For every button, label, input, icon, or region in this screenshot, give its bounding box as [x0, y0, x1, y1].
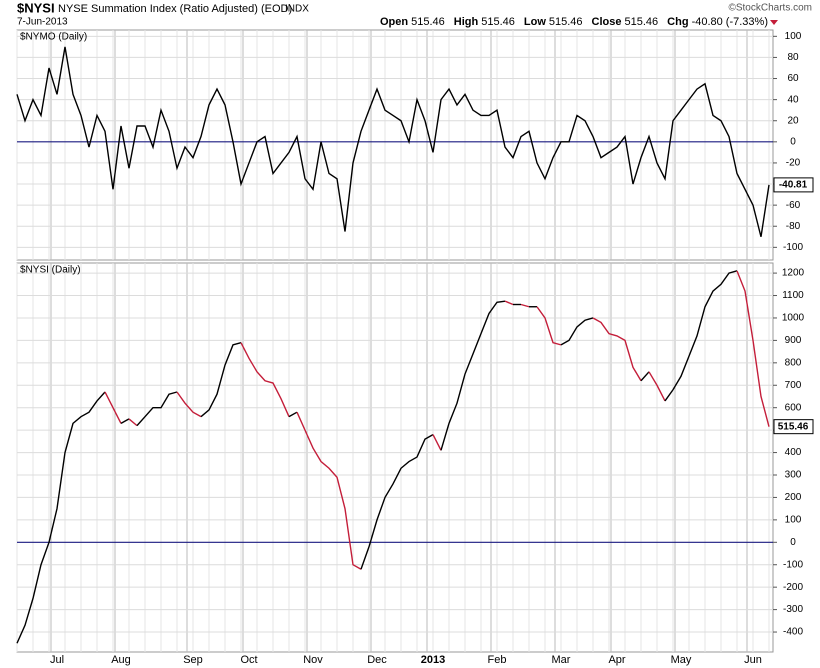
y-tick-label: 80: [787, 52, 799, 63]
y-tick-label: -20: [786, 158, 801, 169]
stat-label: Chg: [667, 16, 688, 28]
line-segment: [648, 371, 666, 402]
y-tick-label: 60: [787, 73, 799, 84]
x-tick-label: Dec: [367, 654, 387, 666]
line-segment: [640, 371, 650, 382]
y-tick-label: 700: [785, 380, 802, 391]
stat-value: 515.46: [411, 16, 445, 28]
line-segment: [128, 418, 138, 427]
index-name: NYSE Summation Index (Ratio Adjusted) (E…: [58, 3, 292, 15]
x-tick-label: Sep: [183, 654, 203, 666]
y-tick-label: 100: [785, 31, 802, 42]
y-tick-label: 600: [785, 402, 802, 413]
line-segment: [504, 300, 514, 306]
stat-label: Close: [592, 16, 622, 28]
stat-label: Open: [380, 16, 408, 28]
x-tick-label: Jun: [744, 654, 762, 666]
y-tick-label: -60: [786, 200, 801, 211]
x-tick-label: Mar: [552, 654, 571, 666]
stat-value: 515.46: [625, 16, 659, 28]
line-segment: [536, 306, 562, 346]
line-segment: [104, 391, 122, 424]
x-tick-label: 2013: [421, 654, 445, 666]
symbol: $NYSI: [17, 0, 55, 15]
y-tick-label: 1000: [782, 313, 805, 324]
last-value-box: [773, 419, 814, 435]
x-tick-label: Feb: [488, 654, 507, 666]
last-value-label: 515.46: [778, 421, 809, 432]
y-tick-label: -200: [783, 582, 803, 593]
last-value-label: -40.81: [779, 180, 808, 191]
down-arrow: [770, 20, 778, 25]
line-segment: [120, 418, 130, 425]
x-tick-label: Oct: [240, 654, 257, 666]
line-segment: [432, 434, 442, 451]
y-tick-label: -100: [783, 242, 803, 253]
y-tick-label: -100: [783, 559, 803, 570]
y-tick-label: 0: [790, 136, 796, 147]
y-tick-label: -300: [783, 604, 803, 615]
panel-frame: [16, 29, 774, 261]
line-segment: [440, 300, 506, 451]
x-tick-label: Jul: [50, 654, 64, 666]
line-segment: [176, 391, 202, 418]
y-tick-label: 40: [787, 94, 799, 105]
line-segment: [520, 303, 530, 308]
x-tick-label: Nov: [303, 654, 323, 666]
stat-value: 515.46: [549, 16, 583, 28]
date: 7-Jun-2013: [17, 17, 68, 28]
y-tick-label: 300: [785, 470, 802, 481]
line-segment: [736, 270, 770, 427]
line-segment: [16, 391, 106, 644]
stat-value: 515.46: [481, 16, 515, 28]
y-tick-label: 900: [785, 335, 802, 346]
credit: ©StockCharts.com: [728, 3, 812, 14]
panel-frame: [16, 262, 774, 653]
y-tick-label: -80: [786, 221, 801, 232]
panel-title: $NYMO (Daily): [20, 32, 87, 43]
y-tick-label: 100: [785, 515, 802, 526]
y-tick-label: 0: [790, 537, 796, 548]
line-segment: [240, 342, 290, 417]
last-value-box: [773, 177, 814, 193]
x-tick-label: May: [671, 654, 692, 666]
line-segment: [288, 411, 298, 418]
y-tick-label: 20: [787, 115, 799, 126]
y-tick-label: 800: [785, 357, 802, 368]
x-tick-label: Aug: [111, 654, 131, 666]
y-tick-label: 400: [785, 447, 802, 458]
stat-value: -40.80 (-7.33%): [692, 16, 768, 28]
line-segment: [296, 411, 362, 570]
exchange: INDX: [285, 4, 309, 15]
x-tick-label: Apr: [608, 654, 625, 666]
y-tick-label: 200: [785, 492, 802, 503]
line-segment: [664, 270, 738, 402]
line-segment: [592, 317, 642, 382]
y-tick-label: 1200: [782, 268, 805, 279]
stat-label: Low: [524, 16, 546, 28]
line-segment: [360, 434, 434, 570]
y-tick-label: 1100: [782, 290, 804, 301]
line-segment: [560, 317, 594, 346]
line-segment: [200, 341, 242, 418]
panel-title: $NYSI (Daily): [20, 265, 81, 276]
y-tick-label: -400: [783, 627, 803, 638]
stat-label: High: [454, 16, 479, 28]
line-segment: [136, 391, 178, 427]
line: [16, 46, 770, 237]
